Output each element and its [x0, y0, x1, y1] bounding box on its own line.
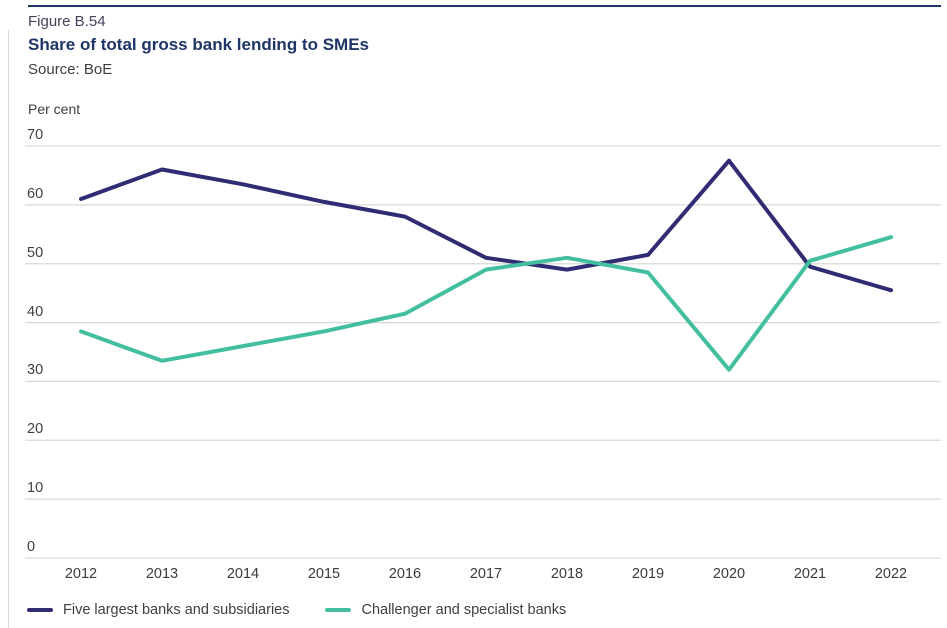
y-axis-tick-label: 70	[27, 127, 44, 143]
y-axis-unit-label: Per cent	[28, 101, 81, 117]
legend-item-challenger-banks: Challenger and specialist banks	[325, 602, 566, 618]
top-border-rule	[28, 5, 941, 7]
x-axis-tick-label: 2018	[550, 566, 584, 582]
y-axis-tick-label: 0	[27, 539, 36, 555]
legend-label-series1: Five largest banks and subsidiaries	[63, 602, 290, 618]
y-axis-tick-label: 50	[27, 244, 44, 261]
x-axis-tick-label: 2013	[145, 566, 179, 582]
x-axis-tick-label: 2019	[631, 566, 665, 582]
y-axis-tick-label: 40	[27, 303, 44, 320]
series1-line-swatch	[27, 608, 53, 612]
y-axis-tick-label: 10	[27, 480, 44, 497]
x-axis-tick-label: 2020	[712, 566, 746, 582]
y-axis-tick-label: 60	[27, 185, 44, 202]
x-axis-tick-label: 2021	[793, 566, 827, 582]
legend: Five largest banks and subsidiaries Chal…	[27, 602, 566, 618]
y-axis-tick-label: 30	[27, 362, 44, 379]
x-axis-tick-label: 2016	[388, 566, 422, 582]
y-axis-tick-label: 20	[27, 421, 44, 438]
series-line-1	[79, 158, 893, 293]
x-axis-tick-label: 2012	[64, 566, 98, 582]
chart-title: Share of total gross bank lending to SME…	[28, 35, 369, 54]
source-label: Source: BoE	[28, 61, 113, 78]
x-axis-tick-label: 2017	[469, 566, 503, 582]
figure-label: Figure B.54	[28, 13, 106, 30]
series2-line-swatch	[325, 608, 352, 612]
x-axis-tick-label: 2022	[874, 566, 908, 582]
series-line-2	[79, 235, 893, 372]
left-border-rule	[8, 30, 9, 628]
x-axis-tick-label: 2014	[226, 566, 260, 582]
legend-item-five-largest-banks: Five largest banks and subsidiaries	[27, 602, 289, 618]
x-axis-tick-label: 2015	[307, 566, 341, 582]
legend-label-series2: Challenger and specialist banks	[361, 602, 567, 618]
